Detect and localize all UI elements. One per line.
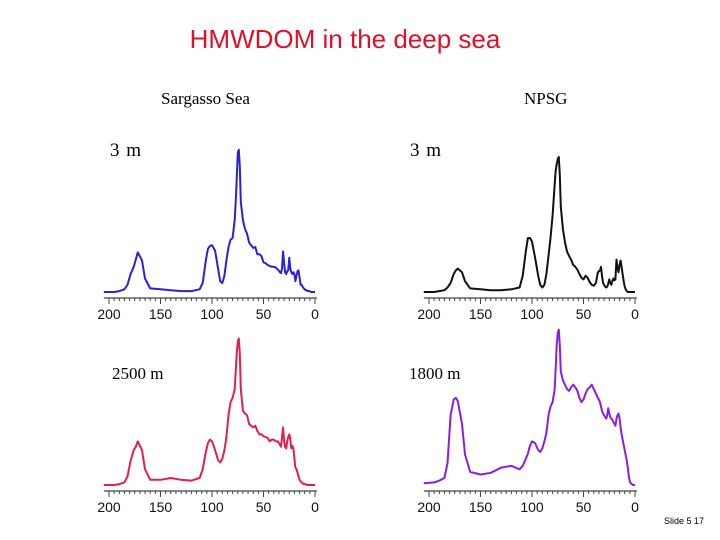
x-tick-label: 200 — [97, 306, 121, 322]
x-tick-label: 200 — [97, 499, 121, 515]
x-tick-label: 100 — [200, 499, 224, 515]
x-tick-label: 0 — [631, 306, 639, 322]
x-tick-label: 150 — [149, 499, 173, 515]
x-tick-label: 150 — [469, 499, 493, 515]
x-tick-label: 50 — [256, 499, 272, 515]
spectrum-line — [103, 148, 315, 293]
x-tick-label: 50 — [576, 306, 592, 322]
x-tick-label: 100 — [520, 306, 544, 322]
x-tick-label: 50 — [256, 306, 272, 322]
nmr-spectrum-npsg-3m: 200 150 100 50 0 — [417, 156, 639, 322]
x-tick-label: 100 — [200, 306, 224, 322]
x-tick-label: 50 — [576, 499, 592, 515]
nmr-spectrum-sargasso-2500m: 200 150 100 50 0 — [97, 337, 319, 515]
spectrum-line — [423, 156, 635, 293]
x-tick-label: 150 — [469, 306, 493, 322]
slide-title: HMWDOM in the deep sea — [189, 24, 501, 54]
panel-label-npsg-deep: 1800 m — [409, 364, 461, 383]
panel-label-npsg-surface: 3 m — [410, 140, 443, 161]
panel-label-sargasso-deep: 2500 m — [112, 364, 164, 383]
spectrum-line — [423, 328, 635, 486]
x-tick-label: 0 — [631, 499, 639, 515]
x-tick-label: 150 — [149, 306, 173, 322]
x-tick-label: 0 — [311, 499, 319, 515]
slide-number: Slide 5 17 — [663, 516, 704, 526]
column-heading-npsg: NPSG — [524, 89, 568, 108]
x-tick-label: 0 — [311, 306, 319, 322]
x-tick-label: 200 — [417, 306, 441, 322]
nmr-spectrum-sargasso-3m: 200 150 100 50 0 — [97, 148, 319, 322]
column-heading-sargasso: Sargasso Sea — [161, 89, 250, 108]
spectrum-line — [103, 337, 315, 486]
x-tick-label: 200 — [417, 499, 441, 515]
nmr-spectrum-npsg-1800m: 200 150 100 50 0 — [417, 328, 639, 515]
x-tick-label: 100 — [520, 499, 544, 515]
panel-label-sargasso-surface: 3 m — [110, 140, 143, 161]
